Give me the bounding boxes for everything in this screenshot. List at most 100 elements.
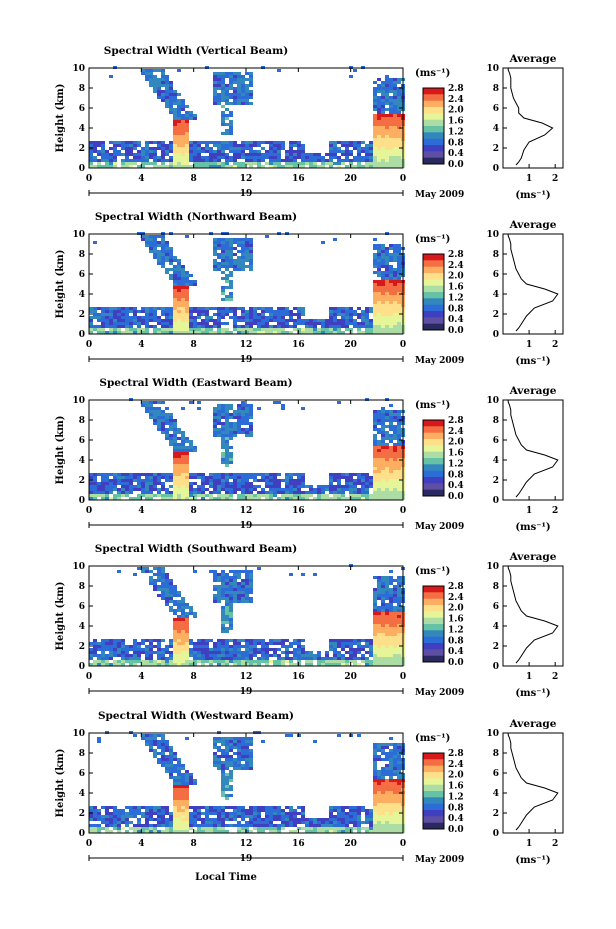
heatmap-cell bbox=[157, 141, 161, 144]
heatmap-cell bbox=[353, 69, 357, 72]
heatmap-cell bbox=[241, 582, 245, 585]
heatmap-cell bbox=[257, 806, 261, 809]
heatmap-cell bbox=[185, 446, 189, 449]
colorbar-tick-label: 1.6 bbox=[448, 449, 464, 459]
heatmap-cell bbox=[365, 651, 369, 654]
heatmap-cell bbox=[165, 651, 169, 654]
heatmap-cell bbox=[213, 422, 217, 425]
heatmap-cell bbox=[257, 663, 261, 666]
heatmap-cell bbox=[365, 497, 369, 500]
heatmap-cell bbox=[221, 452, 225, 455]
heatmap-cell bbox=[229, 407, 233, 410]
heatmap-cell bbox=[149, 749, 153, 752]
heatmap-cell bbox=[225, 740, 229, 743]
heatmap-cell bbox=[225, 102, 229, 105]
heatmap-cell bbox=[229, 265, 233, 268]
heatmap-cell bbox=[385, 292, 389, 295]
heatmap-cell bbox=[173, 434, 177, 437]
heatmap-cell bbox=[165, 93, 169, 96]
heatmap-cell bbox=[225, 449, 229, 452]
heatmap-cell bbox=[145, 651, 149, 654]
heatmap-cell bbox=[389, 150, 393, 153]
heatmap-cell bbox=[385, 630, 389, 633]
heatmap-cell bbox=[377, 150, 381, 153]
heatmap-cell bbox=[205, 818, 209, 821]
heatmap-cell bbox=[373, 105, 377, 108]
heatmap-cell bbox=[225, 443, 229, 446]
heatmap-cell bbox=[377, 473, 381, 476]
heatmap-cell bbox=[125, 147, 129, 150]
heatmap-cell bbox=[325, 651, 329, 654]
heatmap-cell bbox=[153, 830, 157, 833]
heatmap-cell bbox=[157, 585, 161, 588]
heatmap-cell bbox=[385, 117, 389, 120]
heatmap-cell bbox=[129, 485, 133, 488]
heatmap-cell bbox=[289, 573, 293, 576]
heatmap-cell bbox=[381, 449, 385, 452]
heatmap-cell bbox=[233, 576, 237, 579]
heatmap-cell bbox=[221, 827, 225, 830]
heatmap-cell bbox=[245, 87, 249, 90]
heatmap-cell bbox=[161, 734, 165, 737]
heatmap-cell bbox=[193, 642, 197, 645]
heatmap-cell bbox=[121, 141, 125, 144]
heatmap-cell bbox=[213, 588, 217, 591]
heatmap-cell bbox=[245, 84, 249, 87]
heatmap-cell bbox=[373, 621, 377, 624]
heatmap-cell bbox=[177, 316, 181, 319]
heatmap-cell bbox=[397, 90, 401, 93]
heatmap-cell bbox=[369, 325, 373, 328]
heatmap-cell bbox=[173, 824, 177, 827]
heatmap-cell bbox=[369, 319, 373, 322]
heatmap-cell bbox=[141, 639, 145, 642]
heatmap-cell bbox=[161, 241, 165, 244]
heatmap-cell bbox=[173, 120, 177, 123]
heatmap-cell bbox=[141, 491, 145, 494]
heatmap-cell bbox=[185, 165, 189, 168]
heatmap-cell bbox=[89, 657, 93, 660]
heatmap-cell bbox=[177, 162, 181, 165]
heatmap-cell bbox=[385, 431, 389, 434]
heatmap-cell bbox=[173, 752, 177, 755]
heatmap-cell bbox=[169, 440, 173, 443]
heatmap-cell bbox=[157, 479, 161, 482]
heatmap-cell bbox=[221, 259, 225, 262]
heatmap-cell bbox=[105, 645, 109, 648]
heatmap-cell bbox=[225, 280, 229, 283]
heatmap-cell bbox=[137, 488, 141, 491]
heatmap-cell bbox=[329, 316, 333, 319]
heatmap-cell bbox=[225, 253, 229, 256]
heatmap-cell bbox=[137, 494, 141, 497]
colorbar-tick-label: 0.4 bbox=[448, 481, 464, 491]
heatmap-cell bbox=[393, 322, 397, 325]
heatmap-cell bbox=[113, 316, 117, 319]
x-tick-label: 20 bbox=[344, 672, 357, 682]
heatmap-cell bbox=[197, 660, 201, 663]
heatmap-cell bbox=[373, 262, 377, 265]
heatmap-cell bbox=[177, 331, 181, 334]
heatmap-cell bbox=[277, 144, 281, 147]
heatmap-cell bbox=[97, 654, 101, 657]
heatmap-cell bbox=[213, 268, 217, 271]
heatmap-cell bbox=[149, 579, 153, 582]
heatmap-cell bbox=[225, 494, 229, 497]
heatmap-cell bbox=[365, 150, 369, 153]
heatmap-cell bbox=[273, 663, 277, 666]
heatmap-cell bbox=[265, 651, 269, 654]
heatmap-cell bbox=[189, 609, 193, 612]
heatmap-cell bbox=[385, 253, 389, 256]
heatmap-cell bbox=[157, 494, 161, 497]
heatmap-cell bbox=[353, 479, 357, 482]
heatmap-cell bbox=[237, 740, 241, 743]
heatmap-cell bbox=[233, 737, 237, 740]
heatmap-cell bbox=[301, 153, 305, 156]
heatmap-cell bbox=[225, 752, 229, 755]
heatmap-cell bbox=[281, 165, 285, 168]
heatmap-cell bbox=[297, 660, 301, 663]
heatmap-cell bbox=[153, 485, 157, 488]
x-tick-label: 0 bbox=[400, 174, 406, 184]
heatmap-cell bbox=[393, 310, 397, 313]
heatmap-cell bbox=[221, 277, 225, 280]
heatmap-cell bbox=[273, 479, 277, 482]
heatmap-cell bbox=[377, 120, 381, 123]
